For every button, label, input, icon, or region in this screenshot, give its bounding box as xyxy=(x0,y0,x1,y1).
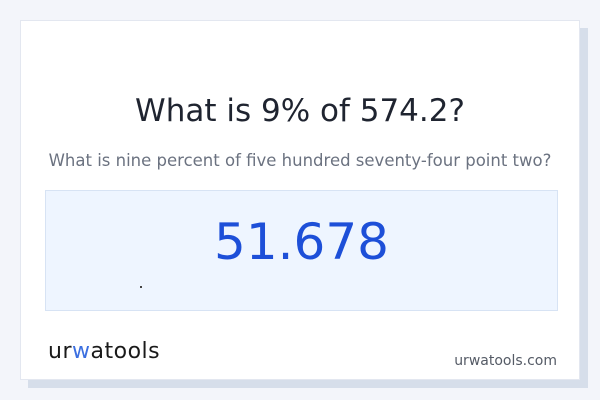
logo-text-prefix: ur xyxy=(48,339,72,364)
page-subtitle: What is nine percent of five hundred sev… xyxy=(48,151,552,170)
site-url: urwatools.com xyxy=(454,353,557,369)
page-title: What is 9% of 574.2? xyxy=(135,93,465,129)
result-value: 51.678 xyxy=(214,213,389,271)
logo-text-suffix: atools xyxy=(90,339,161,364)
dot-mark xyxy=(140,286,142,288)
logo-text-accent: w xyxy=(72,339,91,364)
result-card: What is 9% of 574.2? What is nine percen… xyxy=(20,20,580,380)
urwatools-logo: urwatools xyxy=(48,339,160,364)
result-box: 51.678 xyxy=(45,190,558,311)
